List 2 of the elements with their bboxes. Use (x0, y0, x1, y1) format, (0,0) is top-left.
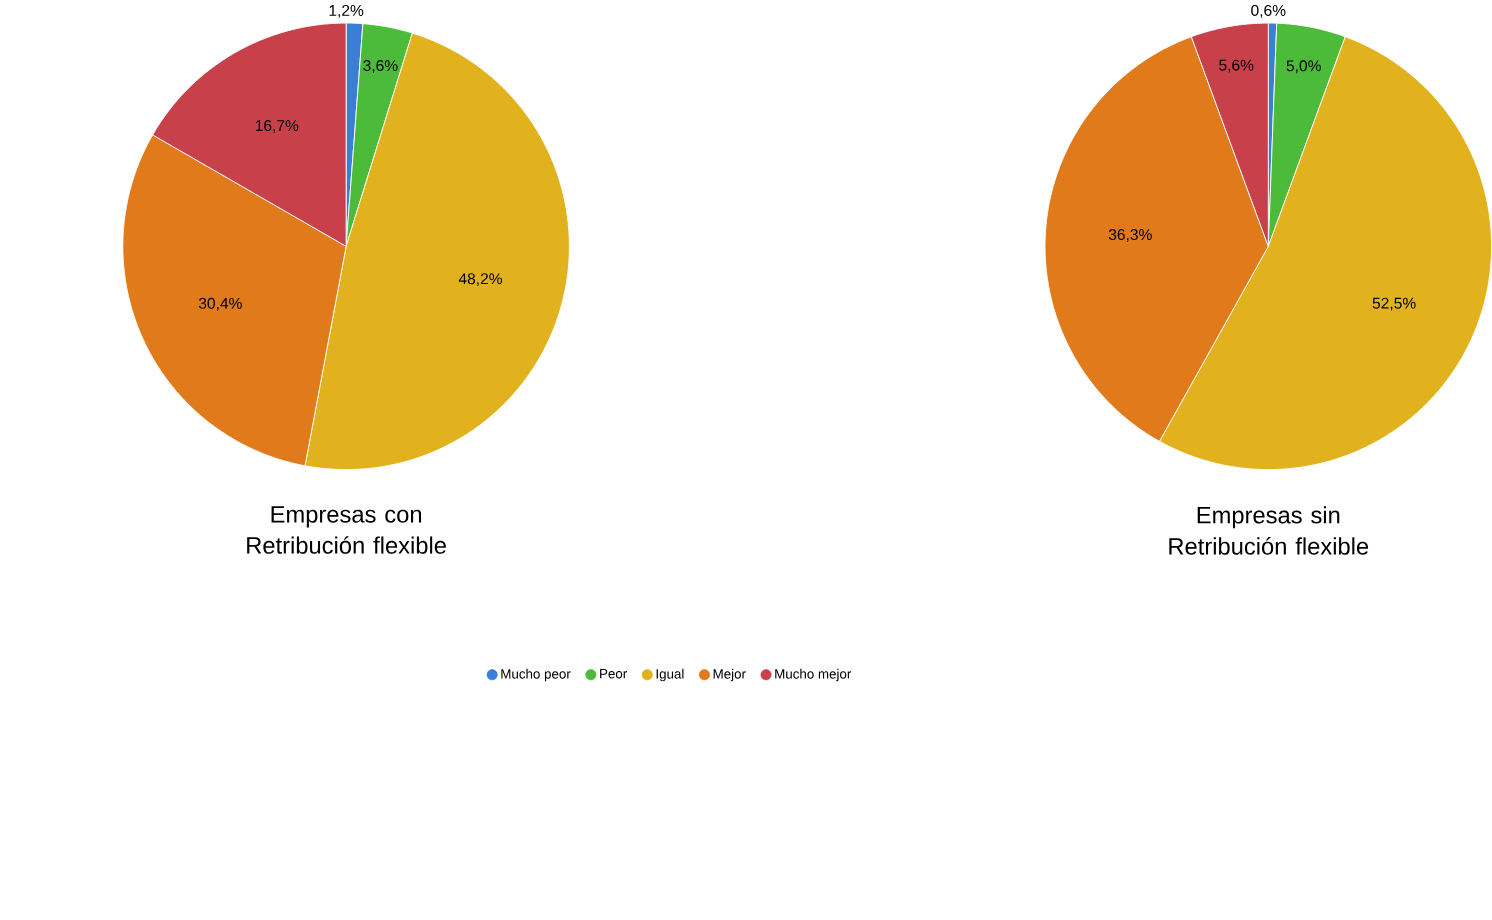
text: Empresas con Retribución flexible (247, 505, 446, 554)
text: Empresas sin Retribución flexible (1169, 505, 1369, 555)
